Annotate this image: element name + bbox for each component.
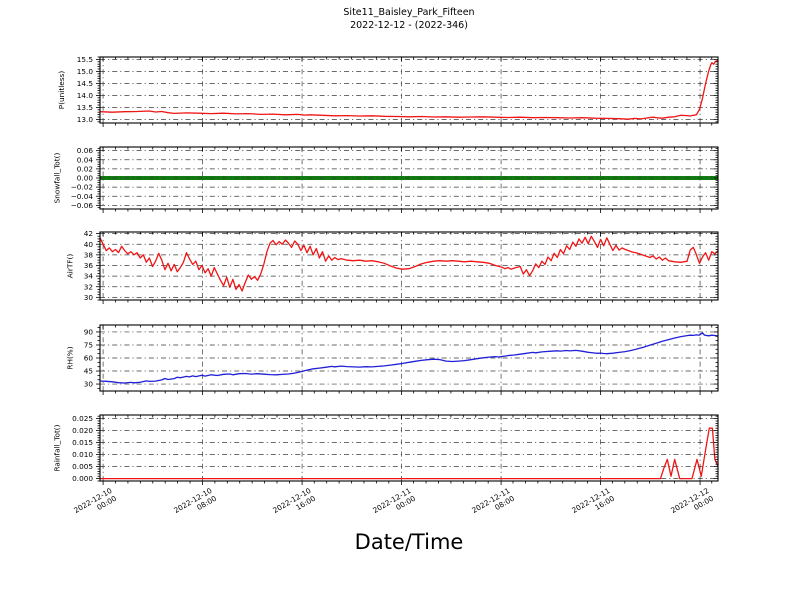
y-tick-label: 13.0 (77, 115, 94, 124)
y-tick-label: 90 (84, 328, 94, 337)
panel-Rainfall_Tot: 0.000 0.005 0.010 0.015 0.020 0.025 Rainfall_T… (53, 414, 719, 485)
series-Rainfall_Tot (100, 427, 718, 480)
y-tick-label: 0.010 (72, 450, 93, 459)
y-tick-label: 0.020 (72, 426, 93, 435)
y-tick-label: 0.02 (77, 164, 93, 173)
y-tick-label: 60 (84, 354, 94, 363)
panel-border (99, 414, 719, 482)
series-RH (100, 332, 718, 384)
y-axis-label-Snowfall_Tot: Snowfall_Tot() (53, 153, 62, 204)
y-tick-label: 0.06 (77, 146, 94, 155)
y-tick-label: 36 (84, 261, 94, 270)
y-tick-label: 32 (84, 282, 93, 291)
y-axis-label-AirTF: AirTF() (65, 254, 74, 279)
y-tick-label: 40 (84, 240, 94, 249)
y-tick-label: 13.5 (77, 103, 93, 112)
chart-subtitle: 2022-12-12 - (2022-346) (350, 19, 468, 31)
panel-Snowfall_Tot: −0.06−0.04−0.020.000.020.040.06 Snowfall_… (53, 146, 719, 213)
y-tick-label: −0.04 (71, 192, 94, 201)
y-tick-label: 38 (84, 250, 94, 259)
y-tick-label: 0.005 (72, 462, 93, 471)
y-tick-label: 42 (84, 229, 93, 238)
panel-border (99, 231, 719, 301)
y-tick-label: 0.025 (72, 414, 93, 423)
y-tick-label: 15.0 (77, 67, 94, 76)
y-tick-label: 34 (84, 272, 94, 281)
y-tick-label: 0.000 (72, 474, 93, 483)
y-tick-label: 15.5 (77, 55, 93, 64)
panel-RH: 30 45 60 75 90 RH(%) (65, 324, 719, 395)
y-tick-label: 0.015 (72, 438, 93, 447)
y-tick-label: 14.5 (77, 79, 93, 88)
y-tick-label: 14.0 (77, 91, 94, 100)
y-tick-label: −0.06 (71, 201, 94, 210)
y-tick-label: 0.00 (77, 174, 94, 183)
panel-P: 13.0 13.5 14.0 14.5 15.0 15.5 P(unitless) (57, 55, 719, 127)
y-tick-label: 30 (84, 293, 94, 302)
y-axis-label-Rainfall_Tot: Rainfall_Tot() (53, 424, 62, 471)
chart-title-block: Site11_Baisley_Park_Fifteen 2022-12-12 -… (100, 7, 718, 33)
series-P (100, 59, 718, 120)
y-tick-label: 45 (84, 367, 93, 376)
y-tick-label: 30 (84, 380, 94, 389)
y-tick-label: −0.02 (71, 183, 93, 192)
series-AirTF (100, 235, 718, 292)
panel-border (99, 56, 719, 124)
y-axis-label-RH: RH(%) (65, 346, 74, 369)
y-tick-label: 0.04 (77, 155, 94, 164)
chart-title: Site11_Baisley_Park_Fifteen (343, 7, 475, 18)
x-axis-title: Date/Time (354, 530, 464, 554)
y-axis-label-P: P(unitless) (57, 71, 66, 110)
y-tick-label: 75 (84, 341, 93, 350)
